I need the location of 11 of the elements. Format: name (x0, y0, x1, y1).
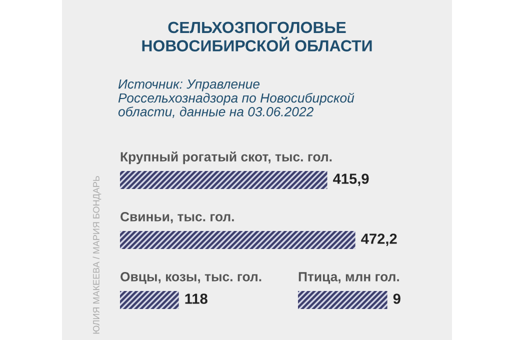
data-label: 118 (185, 294, 208, 304)
category-label: Овцы, козы, тыс. гол. (120, 272, 262, 284)
chart-subtitle: Источник: Управление Россельхознадзора по Новосибирской области, данные на 03.06.2022 (118, 79, 354, 118)
category-label: Крупный рогатый скот, тыс. гол. (120, 152, 332, 164)
text: ЮЛИЯ МАКЕЕВА / МАРИЯ БОНДАРЬ (92, 176, 102, 334)
category-label: Свиньи, тыс. гол. (120, 212, 234, 224)
data-label: 472,2 (361, 234, 397, 246)
category-label: Птица, млн гол. (298, 272, 399, 284)
chart-title: СЕЛЬХОЗПОГОЛОВЬЕ НОВОСИБИРСКОЙ ОБЛАСТИ (142, 22, 372, 52)
data-label: 9 (393, 294, 400, 304)
data-label: 415,9 (333, 174, 369, 186)
